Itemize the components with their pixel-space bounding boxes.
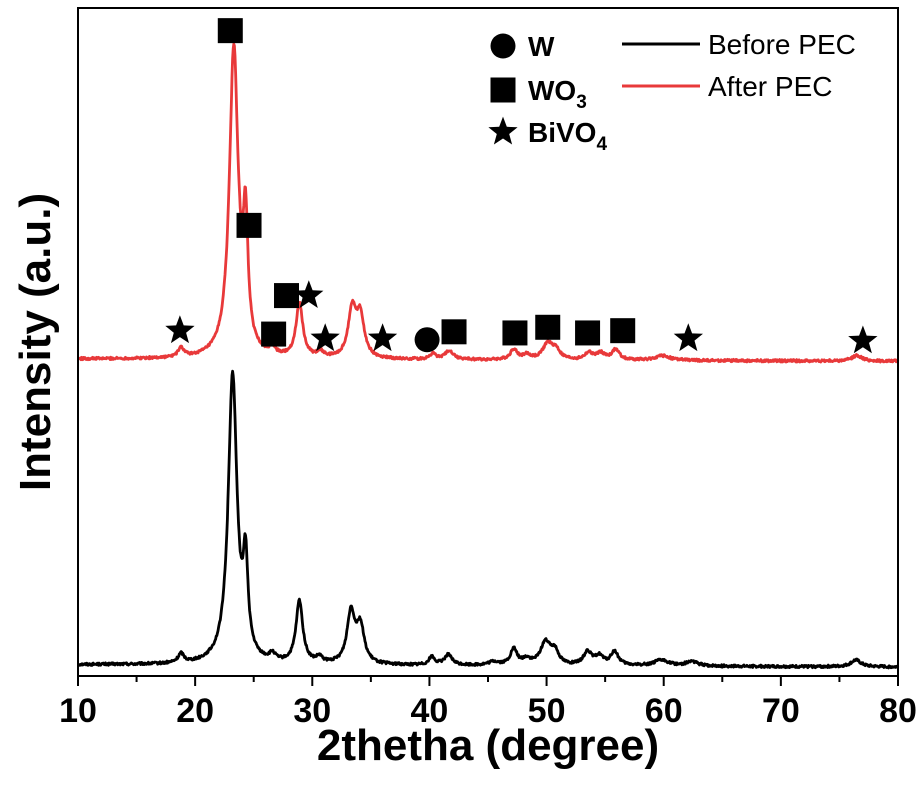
legend-line-label: After PEC	[708, 71, 832, 102]
x-tick-label: 60	[645, 692, 683, 730]
x-tick-label: 30	[293, 692, 331, 730]
legend-marker-label: WO3	[528, 75, 587, 113]
square-marker	[274, 283, 300, 309]
series-line-before-pec	[77, 369, 900, 670]
series-layer	[77, 42, 900, 670]
series-line-after-pec	[77, 42, 900, 364]
square-marker	[261, 321, 287, 347]
square-marker	[236, 212, 262, 238]
legend: W WO3 BiVO4 Before PEC After PEC	[488, 29, 856, 155]
x-tick-label: 10	[59, 692, 97, 730]
star-marker	[294, 280, 324, 308]
star-marker	[310, 323, 340, 352]
square-marker	[535, 314, 561, 340]
peak-marker-layer	[165, 18, 878, 354]
plot-frame	[77, 7, 899, 677]
legend-marker-label: W	[528, 31, 555, 62]
legend-line-label: Before PEC	[708, 29, 856, 60]
star-marker	[488, 116, 518, 145]
x-tick-label: 40	[411, 692, 449, 730]
x-axis-title: 2thetha (degree)	[317, 721, 659, 770]
star-marker	[165, 315, 195, 344]
x-tick-label: 70	[762, 692, 800, 730]
square-marker	[502, 320, 528, 346]
x-tick-label: 50	[528, 692, 566, 730]
square-marker	[610, 318, 636, 344]
legend-marker-entries: W WO3 BiVO4	[488, 31, 607, 155]
legend-marker-label: BiVO4	[528, 117, 607, 155]
square-marker	[575, 320, 601, 346]
legend-line-entries: Before PEC After PEC	[622, 29, 856, 102]
x-tick-label: 20	[176, 692, 214, 730]
circle-marker	[414, 327, 440, 353]
square-marker	[490, 77, 516, 103]
star-marker	[367, 323, 398, 352]
star-marker	[673, 323, 703, 352]
star-marker	[848, 325, 878, 354]
square-marker	[217, 18, 243, 44]
square-marker	[441, 319, 467, 345]
y-axis-title: Intensity (a.u.)	[11, 193, 60, 491]
circle-marker	[490, 33, 516, 59]
x-tick-label: 80	[879, 692, 917, 730]
x-axis-ticks: 10 20 30 40 50 60 70 80	[59, 676, 917, 730]
